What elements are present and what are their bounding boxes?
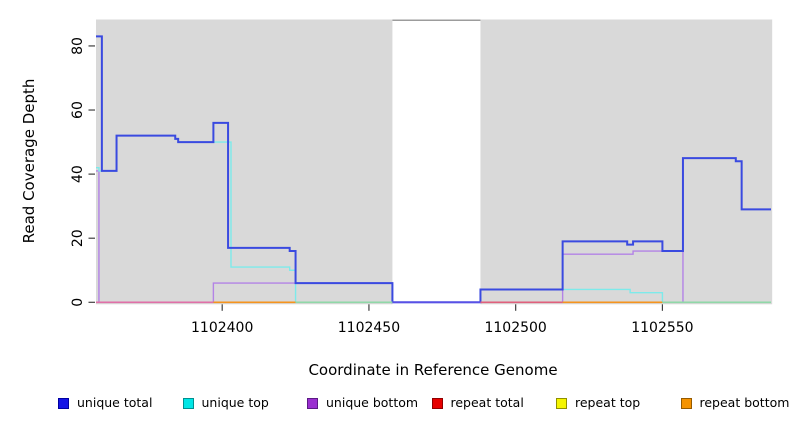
series-unique-total: [96, 35, 771, 304]
legend-label: repeat bottom: [699, 395, 790, 410]
y-axis-title: Read Coverage Depth: [20, 79, 38, 244]
x-tick-label: 1102450: [338, 320, 400, 336]
legend-label: unique top: [201, 395, 269, 410]
legend-label: repeat top: [575, 395, 641, 410]
legend-swatch-icon: [431, 397, 443, 409]
plot-bg-right: [480, 19, 773, 305]
legend-swatch-icon: [556, 397, 567, 409]
legend-item-repeat-bottom: repeat bottom: [680, 394, 790, 412]
y-tick-label: 0: [70, 298, 86, 307]
legend-label: unique bottom: [326, 395, 419, 410]
legend-item-unique-bottom: unique bottom: [307, 394, 418, 412]
legend-swatch-icon: [58, 397, 69, 409]
legend-item-unique-top: unique top: [182, 394, 269, 412]
plot-bg-left: [96, 19, 393, 305]
legend-swatch-icon: [307, 397, 318, 409]
y-tick-label: 80: [70, 37, 86, 55]
legend-swatch-icon: [182, 397, 194, 409]
x-tick-label: 1102500: [484, 320, 546, 336]
x-tick-label: 1102400: [191, 320, 253, 336]
legend-item-repeat-top: repeat top: [556, 394, 640, 412]
legend-label: unique total: [77, 395, 153, 410]
y-tick-label: 60: [70, 101, 86, 119]
y-tick-label: 40: [70, 165, 86, 183]
legend: unique total unique top unique bottom repea…: [0, 394, 792, 416]
y-tick-label: 20: [70, 229, 86, 247]
legend-swatch-icon: [680, 397, 692, 409]
legend-label: repeat total: [450, 395, 524, 410]
legend-item-repeat-total: repeat total: [431, 394, 524, 412]
plot-area: 1102400 1102450 1102500 1102550 0 20 40 60 80: [70, 19, 773, 336]
x-tick-label: 1102550: [631, 320, 693, 336]
x-axis-title: Coordinate in Reference Genome: [308, 361, 557, 379]
legend-item-unique-total: unique total: [58, 394, 152, 412]
